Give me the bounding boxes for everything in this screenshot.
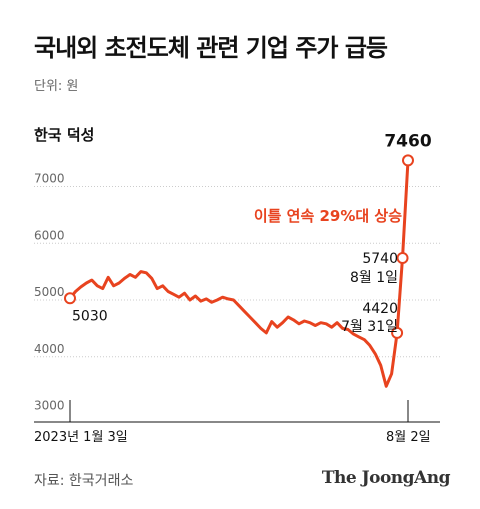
annotation-text: 이틀 연속 29%대 상승 xyxy=(254,207,402,225)
unit-label: 단위: 원 xyxy=(34,79,79,94)
data-label-jul31-value: 4420 xyxy=(362,301,398,317)
data-point-marker xyxy=(396,252,409,265)
y-tick-label: 5000 xyxy=(34,285,65,299)
data-point-marker xyxy=(64,292,76,305)
data-label-start: 5030 xyxy=(72,308,108,324)
data-label-jul31-date: 7월 31일 xyxy=(341,319,398,335)
x-tick-label-end: 8월 2일 xyxy=(386,430,431,445)
data-label-aug1-date: 8월 1일 xyxy=(350,270,398,286)
chart-title: 국내외 초전도체 관련 기업 주가 급등 xyxy=(34,34,388,62)
chart-subtitle: 한국 덕성 xyxy=(34,126,95,144)
data-point-marker xyxy=(402,154,414,167)
y-tick-label: 6000 xyxy=(34,228,65,242)
source-label: 자료: 한국거래소 xyxy=(34,473,134,489)
data-label-aug1-value: 5740 xyxy=(362,251,398,267)
data-point-marker xyxy=(391,326,404,339)
x-tick-label-start: 2023년 1월 3일 xyxy=(34,430,128,445)
y-tick-label: 3000 xyxy=(34,399,65,413)
y-tick-label: 4000 xyxy=(34,342,65,356)
brand-logo: The JoongAng xyxy=(321,468,451,488)
data-label-peak: 7460 xyxy=(384,131,431,151)
series-line xyxy=(68,158,410,388)
y-tick-label: 7000 xyxy=(34,172,65,186)
